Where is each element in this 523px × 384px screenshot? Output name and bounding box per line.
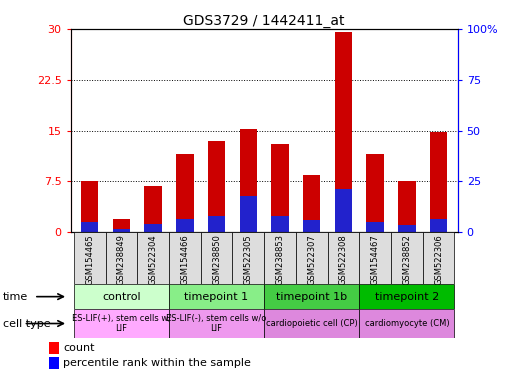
Bar xyxy=(201,232,232,284)
Text: ES-LIF(-), stem cells w/o
LIF: ES-LIF(-), stem cells w/o LIF xyxy=(166,314,267,333)
Bar xyxy=(398,182,416,232)
Text: control: control xyxy=(102,291,141,302)
Text: timepoint 1b: timepoint 1b xyxy=(276,291,347,302)
Bar xyxy=(49,342,59,354)
Bar xyxy=(271,144,289,232)
Text: time: time xyxy=(3,291,28,302)
Text: cell type: cell type xyxy=(3,318,50,329)
Text: timepoint 1: timepoint 1 xyxy=(185,291,248,302)
Bar xyxy=(169,309,264,338)
Bar xyxy=(240,196,257,232)
Bar xyxy=(327,232,359,284)
Bar xyxy=(74,232,106,284)
Text: ES-LIF(+), stem cells w/
LIF: ES-LIF(+), stem cells w/ LIF xyxy=(72,314,171,333)
Bar xyxy=(240,129,257,232)
Text: GSM522308: GSM522308 xyxy=(339,234,348,285)
Bar xyxy=(264,284,359,309)
Text: GSM238850: GSM238850 xyxy=(212,234,221,285)
Bar xyxy=(391,232,423,284)
Text: GSM238849: GSM238849 xyxy=(117,234,126,285)
Bar xyxy=(144,186,162,232)
Text: GSM154465: GSM154465 xyxy=(85,234,94,285)
Text: count: count xyxy=(63,343,95,353)
Text: GSM238853: GSM238853 xyxy=(276,234,285,285)
Bar xyxy=(81,222,98,232)
Bar xyxy=(296,232,327,284)
Bar xyxy=(137,232,169,284)
Bar xyxy=(176,154,194,232)
Bar xyxy=(208,216,225,232)
Bar xyxy=(106,232,137,284)
Text: timepoint 2: timepoint 2 xyxy=(375,291,439,302)
Bar xyxy=(271,216,289,232)
Bar xyxy=(208,141,225,232)
Bar xyxy=(303,175,321,232)
Bar xyxy=(264,309,359,338)
Title: GDS3729 / 1442411_at: GDS3729 / 1442411_at xyxy=(184,14,345,28)
Bar xyxy=(74,284,169,309)
Bar xyxy=(430,219,447,232)
Bar xyxy=(423,232,454,284)
Text: GSM522307: GSM522307 xyxy=(307,234,316,285)
Text: GSM154467: GSM154467 xyxy=(371,234,380,285)
Bar xyxy=(367,222,384,232)
Bar xyxy=(169,232,201,284)
Bar xyxy=(367,154,384,232)
Text: GSM522304: GSM522304 xyxy=(149,234,157,285)
Bar xyxy=(303,220,321,232)
Text: GSM154466: GSM154466 xyxy=(180,234,189,285)
Bar xyxy=(112,229,130,232)
Bar xyxy=(335,32,352,232)
Text: percentile rank within the sample: percentile rank within the sample xyxy=(63,358,251,368)
Bar xyxy=(359,309,454,338)
Text: GSM522306: GSM522306 xyxy=(434,234,443,285)
Bar xyxy=(398,225,416,232)
Bar xyxy=(264,232,296,284)
Bar xyxy=(430,132,447,232)
Bar xyxy=(112,219,130,232)
Bar xyxy=(49,358,59,369)
Bar xyxy=(169,284,264,309)
Bar xyxy=(74,309,169,338)
Bar xyxy=(359,284,454,309)
Bar xyxy=(232,232,264,284)
Bar xyxy=(81,182,98,232)
Bar xyxy=(176,219,194,232)
Text: cardiopoietic cell (CP): cardiopoietic cell (CP) xyxy=(266,319,358,328)
Bar xyxy=(335,189,352,232)
Text: GSM238852: GSM238852 xyxy=(402,234,412,285)
Bar xyxy=(144,224,162,232)
Text: cardiomyocyte (CM): cardiomyocyte (CM) xyxy=(365,319,449,328)
Bar xyxy=(359,232,391,284)
Text: GSM522305: GSM522305 xyxy=(244,234,253,285)
